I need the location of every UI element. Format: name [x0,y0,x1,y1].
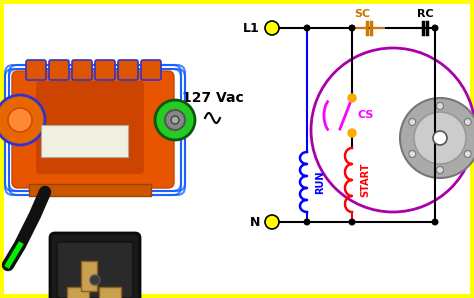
FancyBboxPatch shape [29,184,151,196]
FancyBboxPatch shape [12,71,174,188]
Text: L1: L1 [243,21,260,35]
Text: CS: CS [358,111,374,120]
Circle shape [311,48,474,212]
Circle shape [303,218,310,226]
Circle shape [437,103,444,109]
Text: 127 Vac: 127 Vac [182,91,244,105]
Circle shape [431,218,438,226]
Circle shape [171,116,179,124]
Circle shape [303,24,310,32]
Circle shape [464,119,471,125]
Circle shape [0,95,45,145]
Circle shape [409,150,416,158]
FancyBboxPatch shape [67,287,89,298]
Circle shape [414,112,466,164]
FancyBboxPatch shape [41,125,128,157]
FancyBboxPatch shape [49,60,69,80]
Circle shape [90,275,100,285]
FancyBboxPatch shape [4,4,470,294]
Text: RC: RC [417,9,433,19]
FancyBboxPatch shape [26,60,46,80]
FancyBboxPatch shape [141,60,161,80]
Circle shape [348,24,356,32]
Circle shape [409,119,416,125]
Circle shape [348,218,356,226]
Circle shape [165,110,185,130]
Circle shape [464,150,471,158]
Circle shape [437,167,444,173]
Circle shape [400,98,474,178]
Circle shape [265,21,279,35]
FancyBboxPatch shape [99,287,121,298]
FancyBboxPatch shape [50,233,140,298]
Circle shape [265,215,279,229]
Text: SC: SC [354,9,370,19]
Text: START: START [360,163,370,197]
FancyBboxPatch shape [72,60,92,80]
Text: RUN: RUN [315,170,325,194]
FancyBboxPatch shape [36,81,144,174]
Circle shape [348,129,356,137]
Text: N: N [250,215,260,229]
FancyBboxPatch shape [95,60,115,80]
Circle shape [433,131,447,145]
Circle shape [8,108,32,132]
Circle shape [348,94,356,102]
Circle shape [431,24,438,32]
FancyBboxPatch shape [57,242,133,298]
FancyBboxPatch shape [81,261,97,291]
FancyBboxPatch shape [118,60,138,80]
Circle shape [155,100,195,140]
